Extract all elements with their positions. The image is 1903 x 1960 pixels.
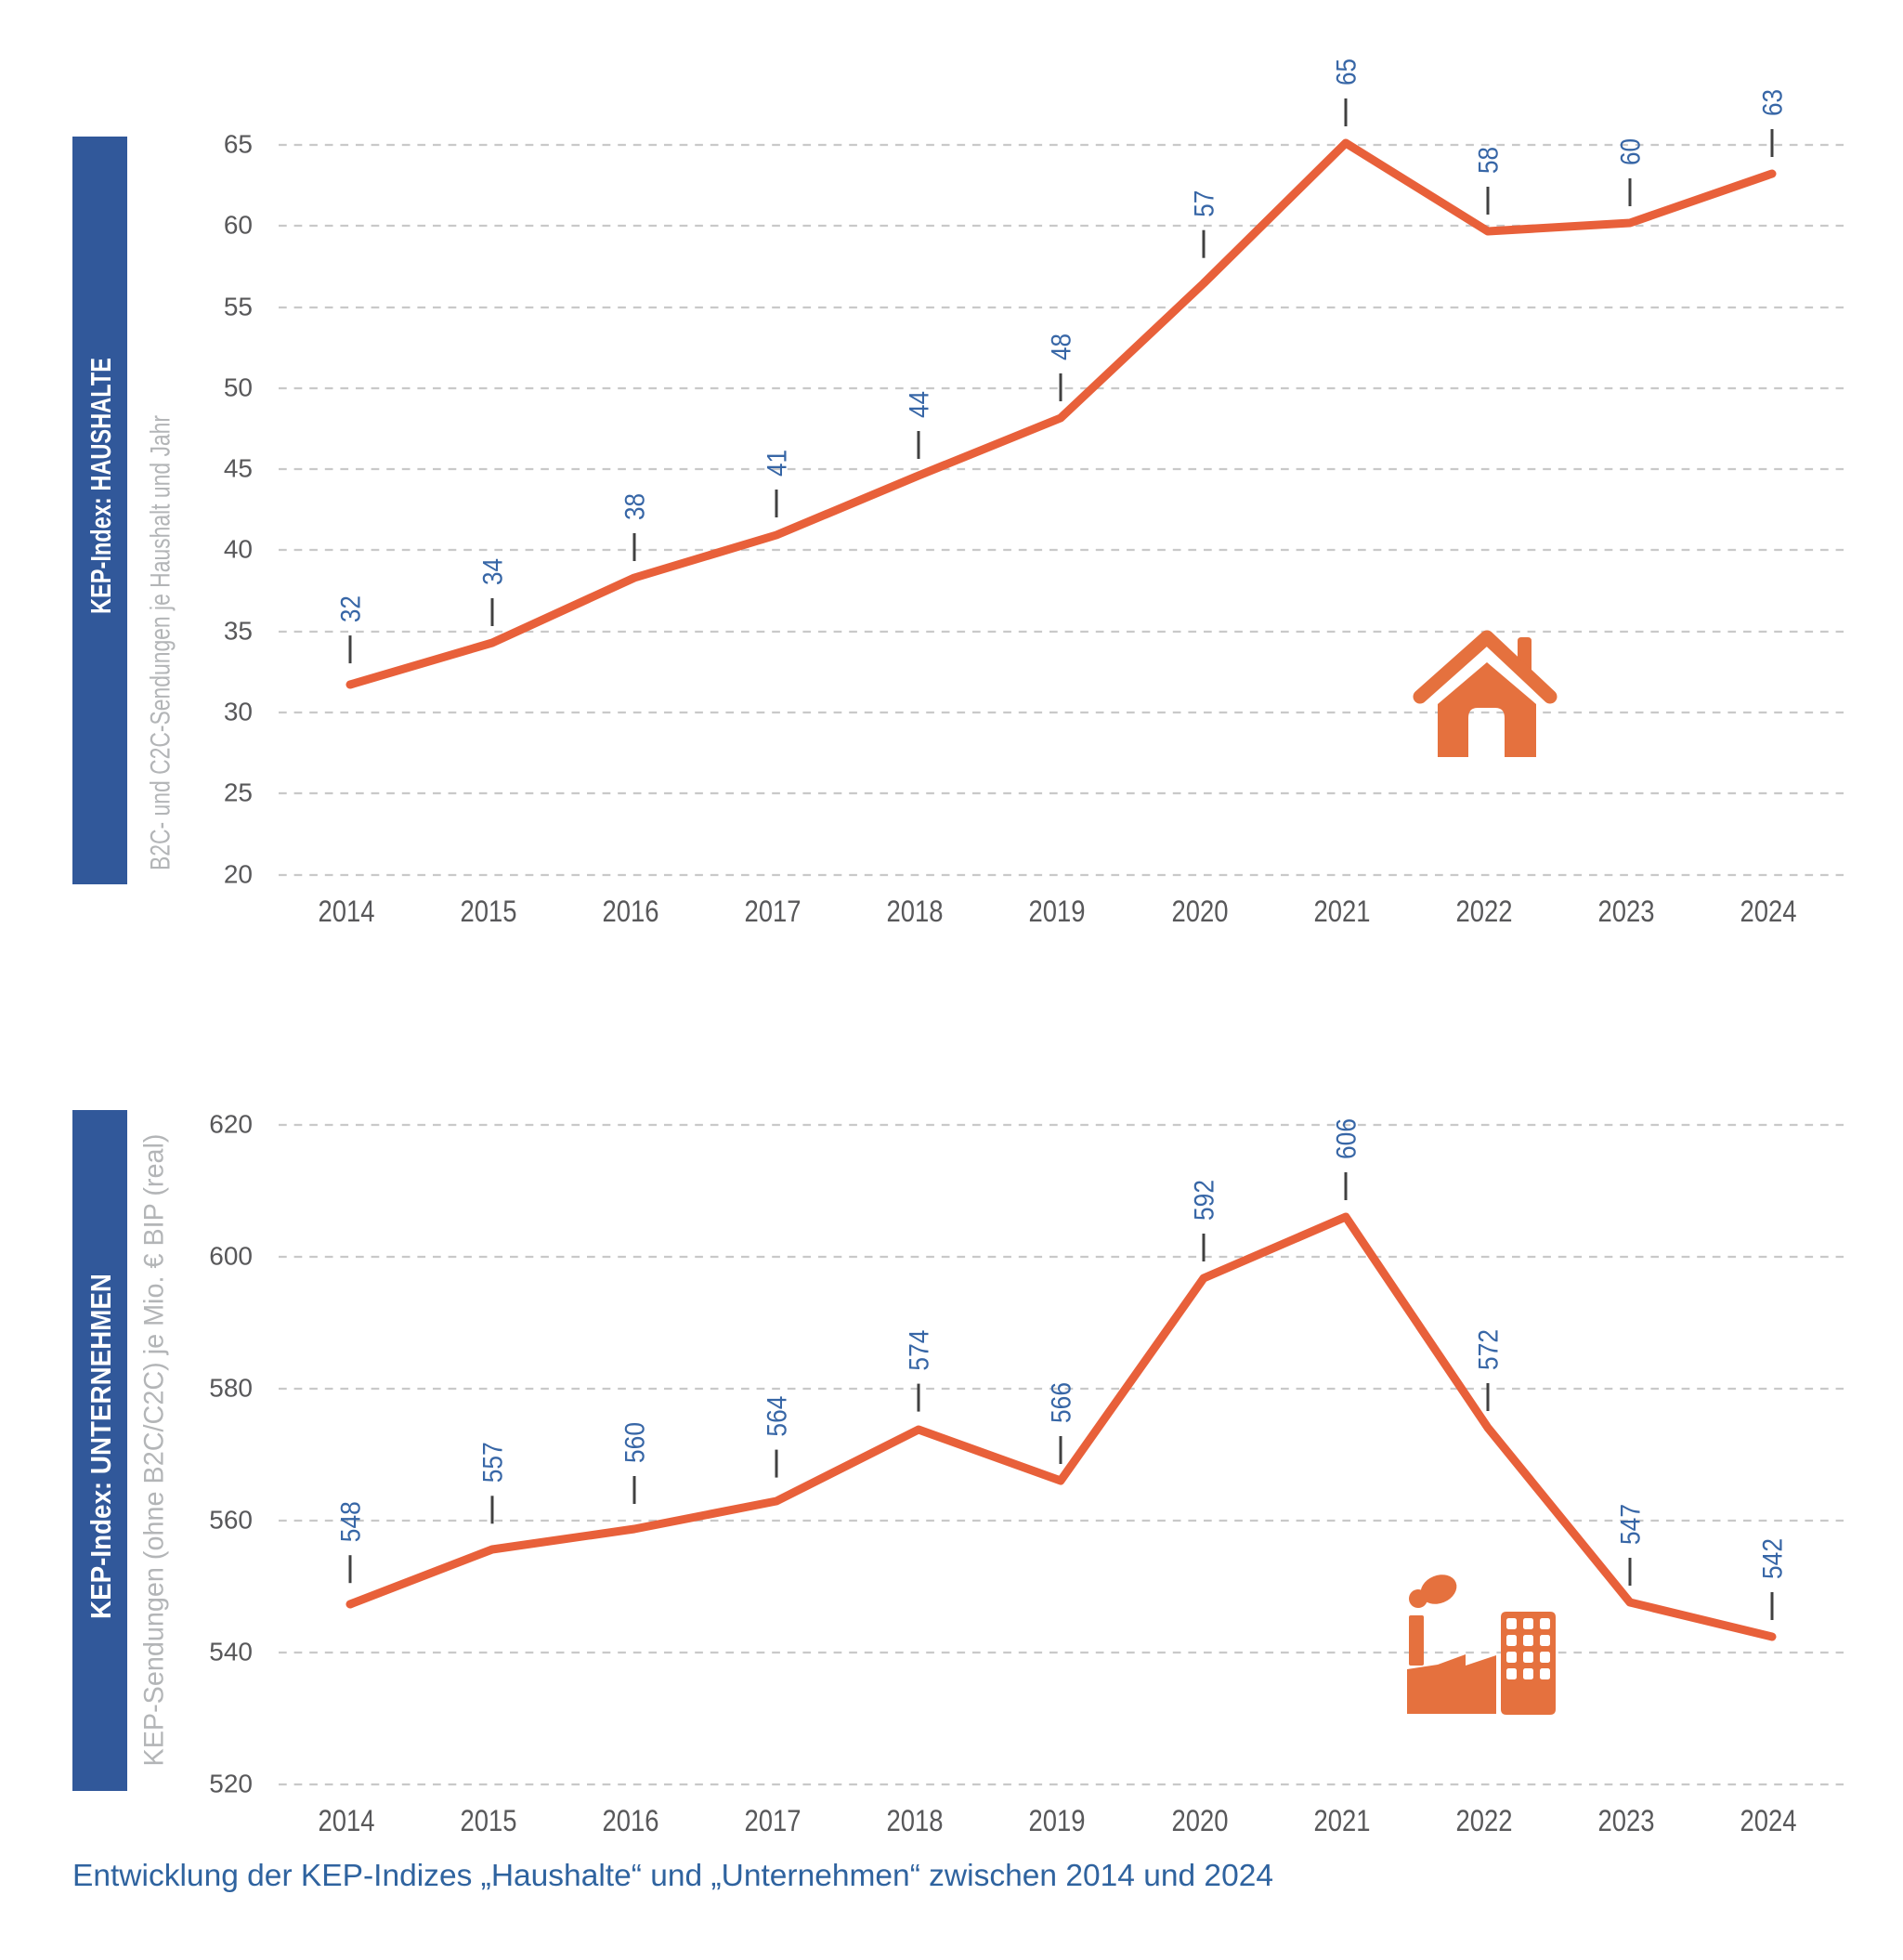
svg-text:548: 548 <box>336 1501 367 1542</box>
svg-text:35: 35 <box>224 617 253 646</box>
svg-text:65: 65 <box>1332 59 1362 85</box>
svg-text:60: 60 <box>1616 138 1647 165</box>
svg-text:2014: 2014 <box>319 1804 375 1837</box>
svg-text:34: 34 <box>478 558 509 585</box>
svg-text:580: 580 <box>209 1374 253 1403</box>
svg-text:574: 574 <box>905 1330 935 1371</box>
svg-text:KEP-Sendungen (ohne B2C/C2C) j: KEP-Sendungen (ohne B2C/C2C) je Mio. € B… <box>139 1134 170 1767</box>
svg-text:2024: 2024 <box>1740 1804 1797 1837</box>
svg-text:Entwicklung der KEP-Indizes „H: Entwicklung der KEP-Indizes „Haushalte“ … <box>72 1858 1273 1892</box>
svg-text:572: 572 <box>1474 1329 1505 1370</box>
svg-text:63: 63 <box>1758 89 1789 116</box>
svg-text:564: 564 <box>763 1396 793 1437</box>
svg-text:2017: 2017 <box>745 895 802 928</box>
svg-text:KEP-Index: UNTERNEHMEN: KEP-Index: UNTERNEHMEN <box>85 1274 117 1619</box>
svg-text:45: 45 <box>224 454 253 483</box>
svg-text:600: 600 <box>209 1242 253 1271</box>
svg-text:30: 30 <box>224 698 253 726</box>
svg-text:65: 65 <box>224 130 253 159</box>
svg-text:540: 540 <box>209 1638 253 1666</box>
svg-text:2021: 2021 <box>1314 895 1371 928</box>
svg-text:560: 560 <box>620 1422 651 1463</box>
svg-text:547: 547 <box>1616 1504 1647 1545</box>
svg-text:2015: 2015 <box>461 895 517 928</box>
svg-text:44: 44 <box>905 391 935 418</box>
svg-text:KEP-Index: HAUSHALTE: KEP-Index: HAUSHALTE <box>85 358 117 614</box>
svg-text:2019: 2019 <box>1029 895 1086 928</box>
svg-text:2019: 2019 <box>1029 1804 1086 1837</box>
svg-text:2022: 2022 <box>1456 895 1513 928</box>
svg-text:2014: 2014 <box>319 895 375 928</box>
svg-text:566: 566 <box>1047 1382 1077 1423</box>
svg-text:2021: 2021 <box>1314 1804 1371 1837</box>
svg-text:58: 58 <box>1474 147 1505 174</box>
svg-text:38: 38 <box>620 493 651 520</box>
svg-text:557: 557 <box>478 1442 509 1483</box>
svg-text:2024: 2024 <box>1740 895 1797 928</box>
svg-text:B2C- und C2C-Sendungen je Haus: B2C- und C2C-Sendungen je Haushalt und J… <box>146 415 176 870</box>
svg-text:40: 40 <box>224 535 253 564</box>
svg-text:50: 50 <box>224 373 253 402</box>
svg-text:2015: 2015 <box>461 1804 517 1837</box>
svg-text:32: 32 <box>336 595 367 622</box>
svg-text:2016: 2016 <box>603 1804 659 1837</box>
svg-text:2022: 2022 <box>1456 1804 1513 1837</box>
svg-text:592: 592 <box>1190 1180 1220 1221</box>
svg-text:2017: 2017 <box>745 1804 802 1837</box>
svg-text:2023: 2023 <box>1598 895 1655 928</box>
svg-text:2020: 2020 <box>1172 1804 1229 1837</box>
svg-text:20: 20 <box>224 860 253 889</box>
svg-text:2020: 2020 <box>1172 895 1229 928</box>
svg-text:2023: 2023 <box>1598 1804 1655 1837</box>
svg-text:2016: 2016 <box>603 895 659 928</box>
svg-text:41: 41 <box>763 450 793 477</box>
svg-text:560: 560 <box>209 1506 253 1535</box>
svg-text:57: 57 <box>1190 190 1220 217</box>
svg-text:55: 55 <box>224 293 253 321</box>
svg-text:2018: 2018 <box>887 1804 944 1837</box>
svg-text:25: 25 <box>224 778 253 807</box>
svg-text:60: 60 <box>224 211 253 240</box>
svg-text:620: 620 <box>209 1110 253 1139</box>
svg-text:606: 606 <box>1332 1118 1362 1159</box>
svg-text:520: 520 <box>209 1770 253 1798</box>
svg-text:542: 542 <box>1758 1538 1789 1579</box>
svg-text:2018: 2018 <box>887 895 944 928</box>
svg-text:48: 48 <box>1047 333 1077 360</box>
